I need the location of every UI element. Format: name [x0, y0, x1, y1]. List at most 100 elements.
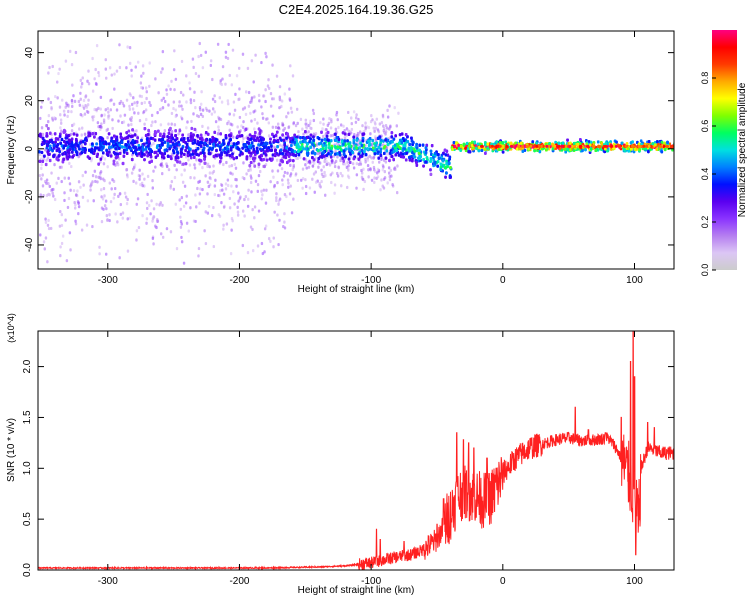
spectrogram-cell [254, 179, 258, 183]
spectrogram-cell [226, 183, 230, 188]
spectrogram-cell [299, 117, 303, 121]
spectrogram-cell [189, 153, 192, 157]
spectrogram-cell [290, 143, 293, 148]
spectrogram-cell [380, 121, 384, 125]
spectrogram-cell [304, 118, 308, 122]
spectrogram-cell [262, 188, 266, 192]
spectrogram-cell [66, 205, 70, 210]
spectrogram-cell [364, 153, 368, 157]
spectrogram-cell [277, 202, 280, 206]
spectrogram-cell [314, 170, 317, 174]
spectrogram-cell [604, 141, 608, 145]
spectrogram-cell [283, 212, 286, 216]
spectrogram-cell [300, 178, 303, 182]
spectrogram-cell [187, 133, 190, 137]
spectrogram-cells [38, 41, 674, 265]
spectrogram-cell [422, 164, 425, 168]
spectrogram-cell [178, 104, 181, 108]
spectrogram-cell [615, 140, 618, 144]
spectrogram-cell [301, 139, 305, 144]
spectrogram-cell [78, 147, 81, 151]
spectrogram-cell [375, 171, 379, 175]
spectrogram-cell [141, 151, 144, 156]
spectrogram-cell [264, 51, 267, 56]
spectrogram-cell [179, 90, 183, 95]
spectrogram-cell [172, 100, 176, 104]
spectrogram-cell [105, 214, 109, 218]
spectrogram-cell [308, 186, 312, 190]
spectrogram-cell [185, 155, 188, 159]
spectrogram-cell [230, 141, 234, 146]
spectrogram-cell [429, 149, 433, 153]
spectrogram-cell [289, 137, 292, 141]
spectrogram-cell [148, 160, 151, 164]
spectrogram-cell [374, 138, 377, 142]
spectrogram-cell [110, 187, 113, 191]
spectrogram-cell [324, 127, 328, 132]
spectrogram-cell [143, 153, 146, 157]
spectrogram-cell [267, 121, 270, 125]
spectrogram-cell [68, 161, 71, 166]
spectrogram-cell [150, 123, 153, 128]
spectrogram-cell [382, 129, 385, 133]
spectrogram-cell [69, 132, 73, 136]
spectrogram-cell [80, 228, 84, 232]
spectrogram-cell [118, 43, 121, 47]
spectrogram-cell [173, 175, 177, 180]
spectrogram-cell [185, 221, 189, 225]
spectrogram-cell [172, 106, 175, 111]
spectrogram-cell [249, 180, 253, 185]
spectrogram-cell [276, 180, 279, 185]
spectrogram-cell [278, 106, 281, 110]
spectrogram-cell [61, 98, 64, 102]
spectrogram-cell [319, 121, 322, 125]
spectrogram-cell [360, 168, 363, 173]
spectrogram-cell [124, 195, 128, 199]
spectrogram-cell [96, 137, 99, 141]
spectrogram-cell [180, 235, 183, 240]
spectrogram-cell [254, 131, 257, 135]
spectrogram-cell [230, 184, 233, 188]
spectrogram-cell [386, 126, 389, 130]
spectrogram-cell [267, 134, 271, 138]
spectrogram-cell [135, 103, 139, 108]
spectrogram-cell [132, 179, 135, 183]
spectrogram-cell [63, 191, 66, 195]
spectrogram-cell [380, 178, 383, 182]
spectrogram-cell [222, 223, 225, 227]
spectrogram-cell [191, 57, 195, 61]
spectrogram-cell [126, 175, 129, 179]
spectrogram-cell [144, 86, 148, 90]
spectrogram-cell [275, 158, 279, 162]
spectrogram-cell [211, 135, 214, 140]
spectrogram-cell [122, 120, 126, 124]
spectrogram-cell [232, 142, 236, 146]
spectrogram-cell [108, 66, 112, 70]
spectrogram-cell [147, 203, 151, 208]
spectrogram-cell [170, 111, 174, 116]
spectrogram-cell [421, 143, 425, 147]
spectrogram-cell [151, 137, 155, 141]
spectrogram-cell [127, 123, 130, 127]
spectrogram-cell [119, 99, 123, 104]
spectrogram-cell [74, 193, 78, 197]
spectrogram-cell [213, 192, 217, 197]
spectrogram-cell [77, 180, 81, 184]
spectrogram-cell [359, 130, 362, 134]
spectrogram-cell [71, 104, 74, 109]
spectrogram-cell [59, 245, 62, 249]
spectrogram-cell [99, 157, 103, 161]
spectrogram-cell [133, 133, 137, 137]
spectrogram-cell [71, 83, 74, 87]
spectrogram-cell [189, 176, 192, 180]
spectrogram-cell [222, 142, 226, 146]
spectrogram-cell [169, 230, 173, 234]
spectrogram-cell [283, 92, 287, 96]
spectrogram-cell [151, 120, 154, 124]
spectrogram-cell [91, 180, 94, 184]
spectrogram-cell [103, 113, 106, 117]
spectrogram-cell [53, 132, 57, 136]
spectrogram-cell [185, 100, 188, 104]
spectrogram-cell [60, 179, 63, 184]
